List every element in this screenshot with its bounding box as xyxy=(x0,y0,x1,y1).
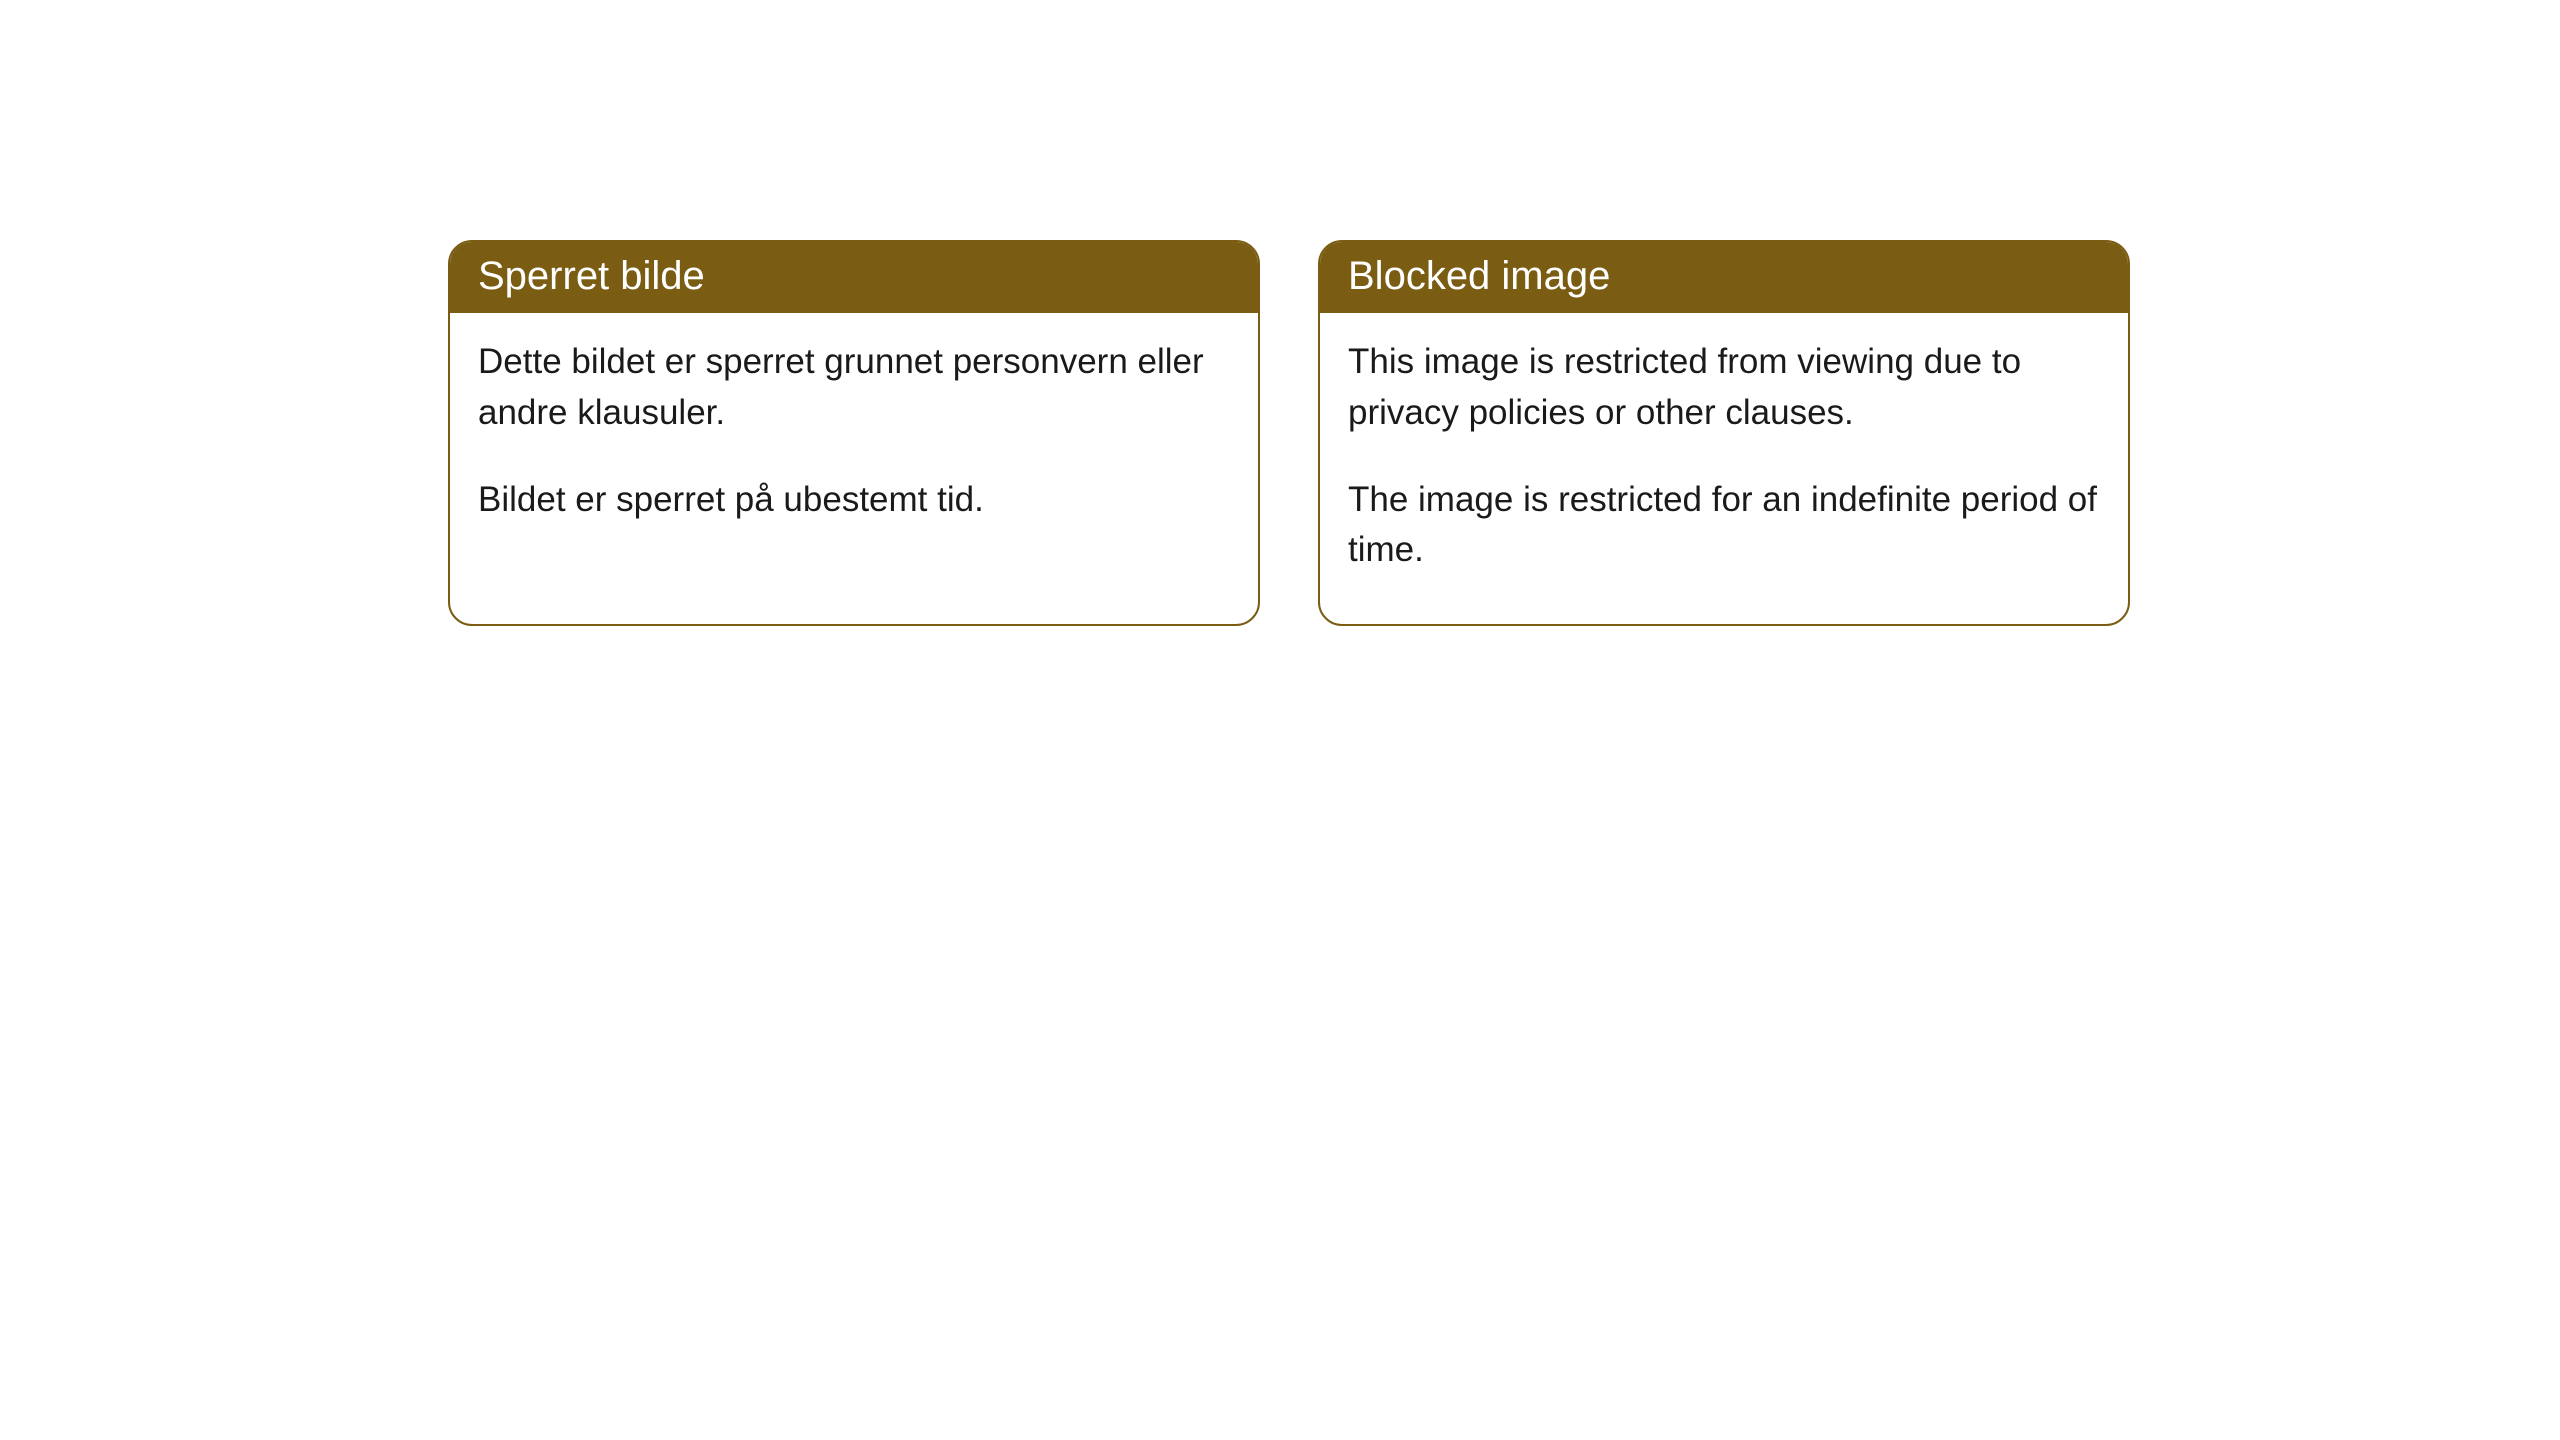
card-header-english: Blocked image xyxy=(1320,242,2128,313)
cards-container: Sperret bilde Dette bildet er sperret gr… xyxy=(0,0,2560,626)
card-paragraph-2: Bildet er sperret på ubestemt tid. xyxy=(478,475,1230,526)
card-body-norwegian: Dette bildet er sperret grunnet personve… xyxy=(450,313,1258,573)
card-paragraph-2: The image is restricted for an indefinit… xyxy=(1348,475,2100,577)
card-norwegian: Sperret bilde Dette bildet er sperret gr… xyxy=(448,240,1260,626)
card-english: Blocked image This image is restricted f… xyxy=(1318,240,2130,626)
card-paragraph-1: Dette bildet er sperret grunnet personve… xyxy=(478,337,1230,439)
card-header-norwegian: Sperret bilde xyxy=(450,242,1258,313)
card-body-english: This image is restricted from viewing du… xyxy=(1320,313,2128,624)
card-paragraph-1: This image is restricted from viewing du… xyxy=(1348,337,2100,439)
